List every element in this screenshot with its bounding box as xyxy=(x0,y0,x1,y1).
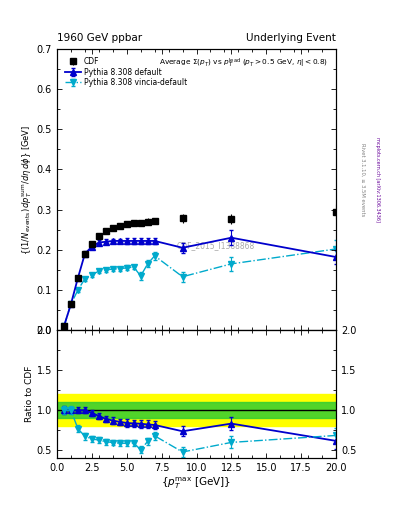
Bar xyxy=(57,402,336,418)
X-axis label: $\{p_T^\mathrm{max}$ [GeV]$\}$: $\{p_T^\mathrm{max}$ [GeV]$\}$ xyxy=(162,476,231,492)
Bar xyxy=(57,394,336,426)
Text: 1960 GeV ppbar: 1960 GeV ppbar xyxy=(57,33,142,43)
Text: CDF_2015_I1388868: CDF_2015_I1388868 xyxy=(177,241,255,250)
Legend: CDF, Pythia 8.308 default, Pythia 8.308 vincia-default: CDF, Pythia 8.308 default, Pythia 8.308 … xyxy=(63,55,189,90)
Text: Rivet 3.1.10, ≥ 3.5M events: Rivet 3.1.10, ≥ 3.5M events xyxy=(360,142,365,216)
Text: Underlying Event: Underlying Event xyxy=(246,33,336,43)
Text: Average $\Sigma(p_T)$ vs $p_T^\mathrm{lead}$ ($p_T > 0.5$ GeV, $\eta| < 0.8$): Average $\Sigma(p_T)$ vs $p_T^\mathrm{le… xyxy=(159,57,328,70)
Text: mcplots.cern.ch [arXiv:1306.3436]: mcplots.cern.ch [arXiv:1306.3436] xyxy=(375,137,380,222)
Y-axis label: Ratio to CDF: Ratio to CDF xyxy=(25,366,34,422)
Y-axis label: $\{(1/N_\mathrm{events})\,dp_T^\mathrm{sum}/d\eta\,d\phi\}$ [GeV]: $\{(1/N_\mathrm{events})\,dp_T^\mathrm{s… xyxy=(20,124,34,254)
